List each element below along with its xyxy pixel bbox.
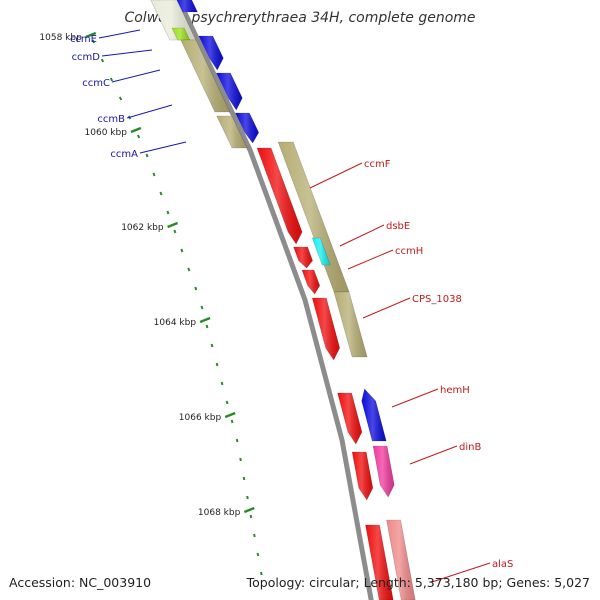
- gene-label-ccmD: ccmD: [72, 52, 101, 63]
- scale-tick: [256, 552, 260, 557]
- scale-tick: [210, 343, 214, 348]
- scale-tick: [194, 286, 198, 291]
- gene-label-CPS_1038: CPS_1038: [412, 294, 462, 305]
- gene-alaS-red-shading: [365, 525, 394, 600]
- accession-text: Accession: NC_003910: [9, 575, 152, 590]
- scale-tick: [145, 153, 149, 158]
- scale-tick: [246, 495, 249, 500]
- gene-label-ccmF: ccmF: [364, 159, 391, 170]
- gene-alaS-shading: [386, 520, 416, 600]
- gene-ccmB-shading: [235, 113, 259, 143]
- leader-line-ccmH: [347, 249, 394, 270]
- scale-label: 1058 kbp: [39, 33, 82, 43]
- scale-major-tick: [224, 411, 236, 419]
- leader-line-CPS_1038: [362, 297, 411, 319]
- scale-tick: [260, 571, 263, 576]
- gene-cyan-dsbE-shading: [312, 238, 331, 265]
- scale-tick: [173, 229, 177, 234]
- gene-ccmC-shading: [216, 73, 243, 110]
- gene-hemH-red-shading: [337, 393, 362, 444]
- scale-tick: [235, 438, 239, 443]
- gene-label-ccmE: ccmE: [70, 34, 97, 45]
- scale-tick: [109, 77, 114, 82]
- gene-dsbE-shading: [302, 270, 320, 294]
- scale-tick: [200, 305, 204, 310]
- gene-label-alaS: alaS: [492, 559, 513, 570]
- scale-tick: [215, 362, 219, 367]
- scale-tick: [242, 476, 246, 481]
- scale-tick: [220, 381, 224, 386]
- gene-hemH-shading: [361, 389, 387, 441]
- leader-line-alaS: [431, 562, 491, 583]
- scale-label: 1066 kbp: [179, 413, 222, 423]
- leader-line-ccmB: [126, 104, 173, 119]
- scale-tick: [91, 39, 96, 44]
- gene-ccmD-shading: [198, 36, 224, 70]
- gene-tan-segment-2-shading: [216, 116, 248, 148]
- leader-line-ccmF: [309, 162, 363, 189]
- scale-label: 1060 kbp: [85, 128, 128, 138]
- gene-label-ccmC: ccmC: [82, 78, 110, 89]
- gene-label-ccmA: ccmA: [110, 149, 138, 160]
- scale-label: 1068 kbp: [198, 508, 241, 518]
- gene-ccmF-tail-shading: [293, 247, 313, 268]
- gene-label-hemH: hemH: [440, 385, 470, 396]
- gene-ccmF-shading: [257, 148, 303, 244]
- scale-tick: [239, 457, 242, 462]
- scale-tick: [118, 96, 123, 101]
- scale-major-tick: [130, 126, 142, 134]
- gene-tan-ccmF-shading: [278, 142, 350, 292]
- scale-label: 1062 kbp: [121, 223, 164, 233]
- gene-ccmH-shading: [312, 298, 340, 360]
- scale-tick: [159, 191, 163, 196]
- gene-label-dsbE: dsbE: [386, 221, 410, 232]
- scale-tick: [166, 210, 170, 215]
- leader-line-ccmE: [98, 29, 141, 39]
- gene-tan-segment-1-shading: [180, 40, 230, 112]
- scale-tick: [230, 419, 234, 424]
- gene-green-segment-shading: [172, 28, 190, 40]
- gene-dinB-red-shading: [352, 452, 373, 500]
- scale-major-tick: [243, 506, 255, 514]
- genome-backbone: [175, 0, 374, 600]
- scale-major-tick: [199, 316, 211, 324]
- topology-text: Topology: circular; Length: 5,373,180 bp…: [246, 575, 590, 590]
- scale-tick: [187, 267, 191, 272]
- gene-tan-CPS_1038-shading: [334, 292, 368, 357]
- scale-tick: [253, 533, 256, 538]
- scale-major-tick: [85, 31, 97, 39]
- scale-tick: [180, 248, 184, 253]
- scale-major-tick: [167, 221, 179, 229]
- gene-dinB-shading: [373, 446, 395, 497]
- scale-tick: [225, 400, 229, 405]
- scale-label: 1064 kbp: [154, 318, 197, 328]
- leader-line-ccmA: [139, 141, 187, 154]
- scale-tick: [152, 172, 156, 177]
- leader-line-dsbE: [339, 224, 385, 247]
- gene-label-ccmH: ccmH: [395, 246, 423, 257]
- gene-labels: ccmE ccmD ccmC ccmB ccmA ccmF dsbE ccmH CPS_1038…: [70, 29, 513, 583]
- scale-tick: [136, 134, 141, 139]
- leader-line-ccmC: [111, 69, 161, 83]
- gene-label-ccmB: ccmB: [97, 114, 125, 125]
- gene-label-dinB: dinB: [459, 442, 481, 453]
- scale-ticks: 1058 kbp 1060 kbp 1062 kbp 1064 kbp 1066 kbp…: [39, 31, 263, 576]
- leader-line-dinB: [409, 445, 458, 465]
- gene-features: [150, 0, 416, 600]
- leader-line-ccmD: [101, 49, 153, 57]
- leader-line-hemH: [391, 388, 439, 408]
- map-title: Colwellia psychrerythraea 34H, complete …: [124, 10, 476, 26]
- scale-tick: [205, 324, 209, 329]
- scale-tick: [100, 58, 105, 63]
- scale-tick: [249, 514, 253, 519]
